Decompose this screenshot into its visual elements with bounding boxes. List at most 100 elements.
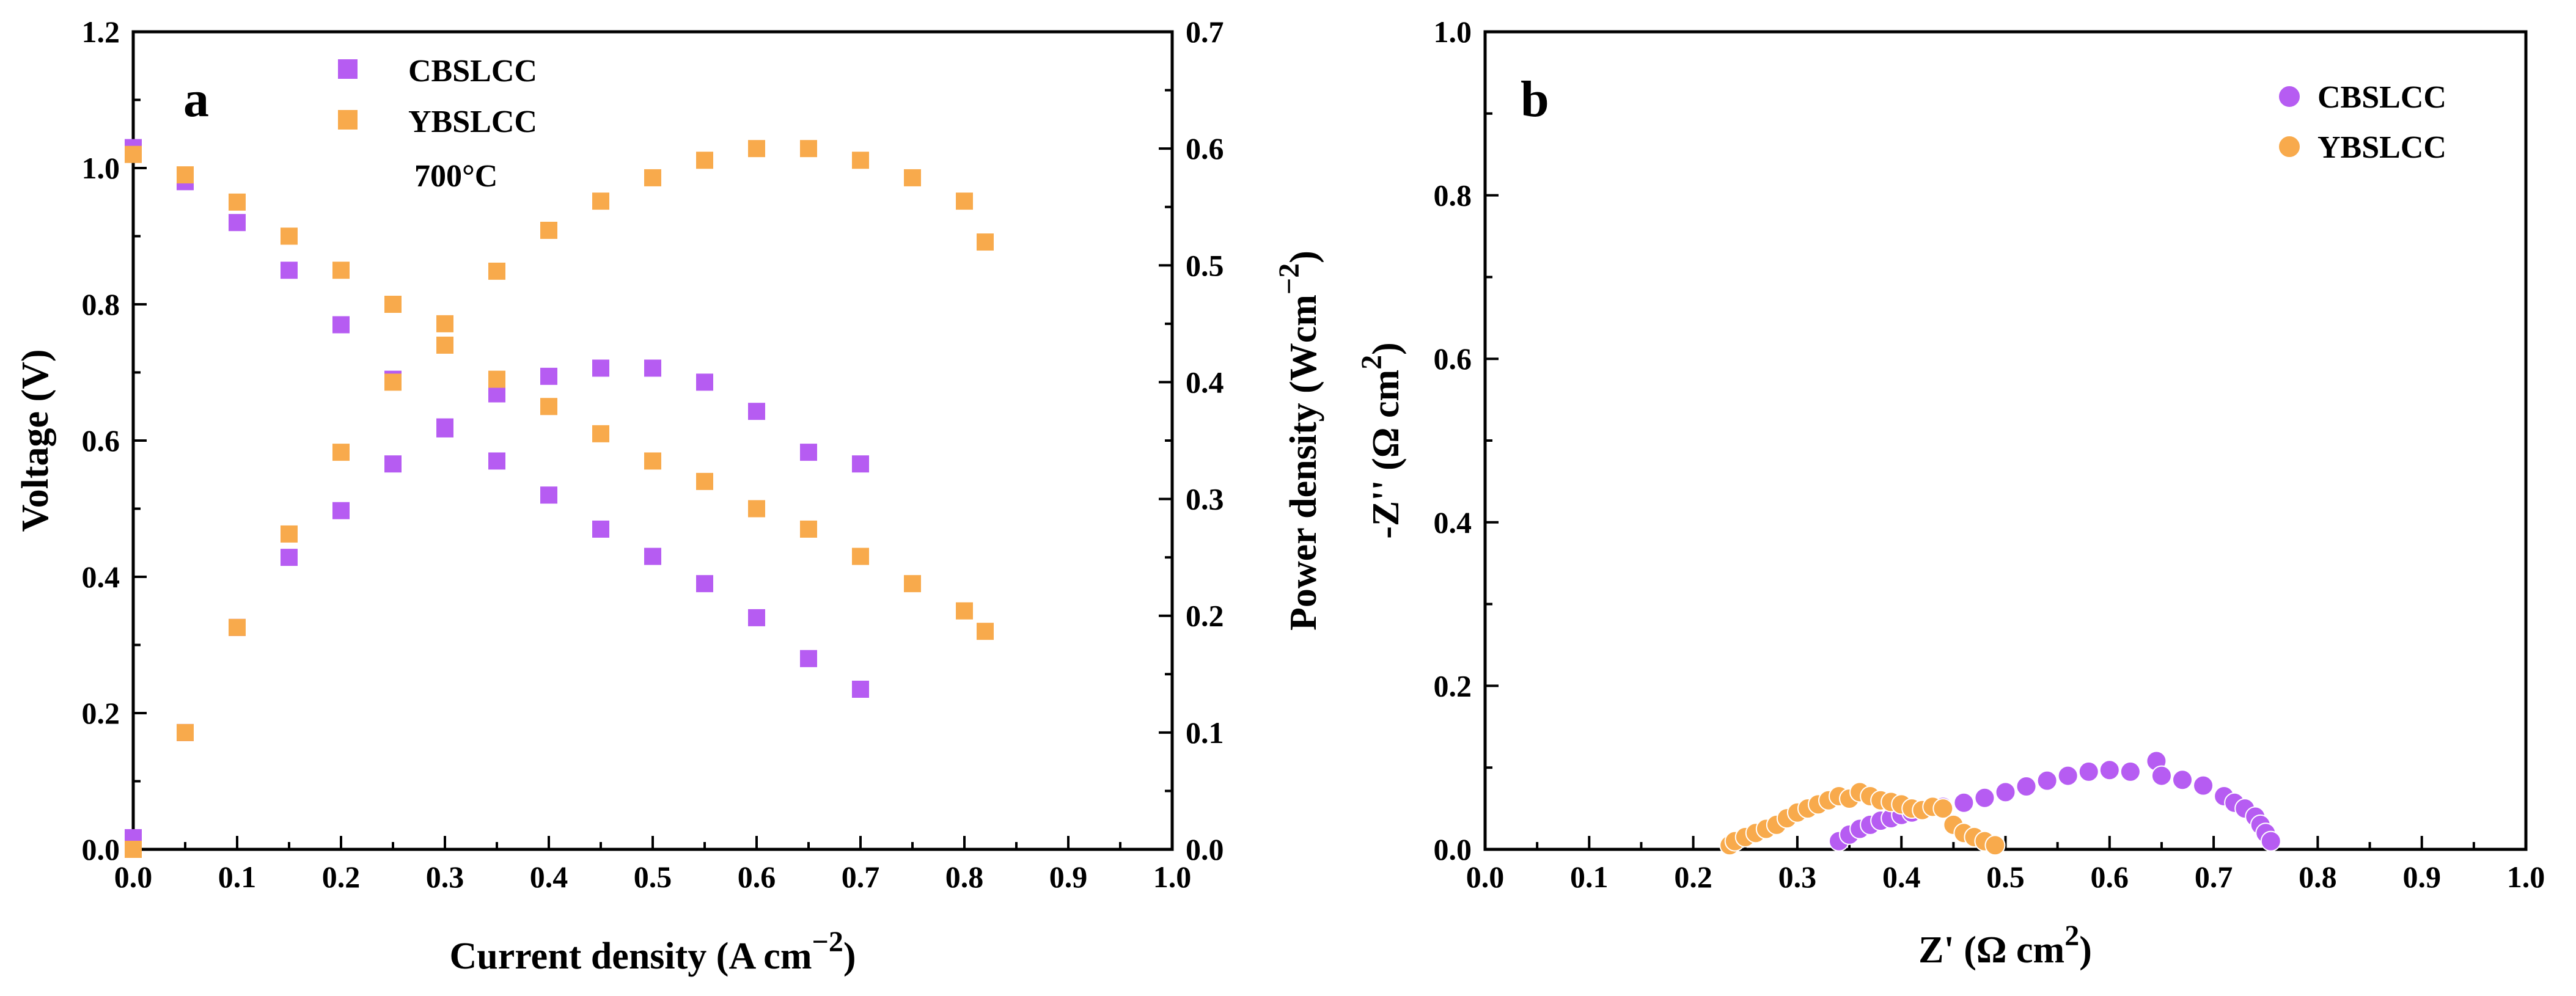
panel-a-y2-axis: 0.0 0.1 0.2 0.3 0.4 0.5 0.6 0.7 (1159, 15, 1224, 866)
x-tick-label: 1.0 (1153, 860, 1192, 894)
data-point-ybslcc-voltage (977, 623, 994, 640)
data-point-cbslcc-power (644, 359, 661, 377)
x-tick-label: 0.1 (218, 860, 257, 894)
data-point-ybslcc-voltage (177, 166, 194, 184)
data-point-ybslcc-voltage (696, 472, 713, 490)
panel-b-x-axis: 0.0 0.1 0.2 0.3 0.4 0.5 0.6 0.7 0.8 0.9 1.0 (1466, 836, 2545, 894)
x-tick-label: 0.6 (738, 860, 776, 894)
y2-tick-label: 0.2 (1186, 599, 1224, 633)
panel-b-legend-label-ybslcc: YBSLCC (2317, 130, 2446, 165)
data-point-cbslcc-power (800, 444, 817, 461)
x-tick-label: 0.5 (634, 860, 672, 894)
y-tick-label: 0.6 (82, 423, 120, 458)
panel-b-data-marks (1719, 750, 2281, 856)
data-point-ybslcc-voltage (540, 398, 557, 416)
data-point-ybslcc-power (748, 140, 765, 158)
y2-tick-label: 0.3 (1186, 482, 1224, 516)
x-tick-label: 0.6 (2091, 860, 2129, 894)
data-point-cbslcc (2193, 775, 2214, 796)
panel-a-data-marks (125, 139, 994, 858)
x-tick-label: 0.5 (1986, 860, 2025, 894)
x-tick-label: 0.8 (2299, 860, 2337, 894)
panel-a-legend-label-ybslcc: YBSLCC (408, 104, 537, 139)
x-tick-label: 0.7 (2195, 860, 2233, 894)
data-point-ybslcc-voltage (281, 227, 298, 245)
panel-a-legend-marker-ybslcc (338, 110, 358, 130)
data-point-ybslcc-power (977, 233, 994, 251)
x-tick-label: 0.2 (1674, 860, 1712, 894)
panel-b-y-axis: 0.0 0.2 0.4 0.6 0.8 1.0 (1434, 15, 1499, 866)
data-point-cbslcc-voltage (696, 575, 713, 593)
data-point-ybslcc-voltage (956, 602, 973, 620)
data-point-ybslcc-power (540, 221, 557, 239)
data-point-cbslcc-power (852, 455, 869, 473)
data-point-cbslcc-voltage (488, 452, 505, 470)
data-point-cbslcc-voltage (281, 262, 298, 279)
data-point-cbslcc (1995, 782, 2016, 803)
panel-a-y-axis: 0.0 0.2 0.4 0.6 0.8 1.0 1.2 (82, 15, 147, 866)
data-point-cbslcc (1953, 792, 1975, 813)
data-point-ybslcc-voltage (384, 296, 402, 313)
panel-b-y-axis-title: -Z'' (Ω cm2) (1356, 342, 1407, 539)
data-point-ybslcc-power (177, 723, 194, 741)
y2-tick-label: 0.4 (1186, 365, 1224, 399)
data-point-ybslcc-power (384, 373, 402, 391)
data-point-ybslcc-voltage (852, 547, 869, 565)
panel-a-label: a (183, 71, 209, 128)
y-tick-label: 0.4 (82, 560, 120, 594)
data-point-cbslcc-voltage (332, 316, 350, 334)
data-point-cbslcc-voltage (852, 680, 869, 698)
data-point-ybslcc-power (488, 262, 505, 280)
panel-b-x-axis-title: Z' (Ω cm2) (1918, 920, 2092, 971)
data-point-cbslcc-power (540, 367, 557, 385)
data-point-cbslcc-power (332, 502, 350, 519)
y2-tick-label: 0.0 (1186, 832, 1224, 866)
panel-a-legend-marker-cbslcc (338, 59, 358, 79)
panel-a-x-axis-title: Current density (A cm−2) (450, 926, 856, 977)
x-tick-label: 0.0 (1466, 860, 1505, 894)
data-point-cbslcc-voltage (540, 486, 557, 504)
x-tick-label: 0.0 (114, 860, 153, 894)
data-point-ybslcc-power (852, 152, 869, 169)
data-point-ybslcc-power (229, 618, 246, 636)
data-point-cbslcc-voltage (644, 547, 661, 565)
y-tick-label: 0.0 (1434, 832, 1472, 866)
y-tick-label: 0.2 (82, 696, 120, 730)
panel-a-chart: 0.0 0.1 0.2 0.3 0.4 0.5 0.6 0.7 0.8 0.9 1.0 0.0 0.2… (15, 15, 1324, 977)
data-point-cbslcc-power (488, 385, 505, 403)
y2-tick-label: 0.5 (1186, 248, 1224, 282)
panel-a-y2-axis-title: Power density (Wcm−2) (1273, 251, 1324, 631)
panel-a-plot-frame (131, 30, 1174, 851)
data-point-ybslcc-voltage (488, 370, 505, 388)
panel-b-legend: CBSLCC YBSLCC (2278, 80, 2446, 165)
y-tick-label: 0.8 (82, 287, 120, 321)
data-point-cbslcc (2151, 765, 2172, 786)
data-point-ybslcc-power (332, 444, 350, 461)
data-point-ybslcc-power (436, 315, 453, 332)
x-tick-label: 0.4 (1882, 860, 1921, 894)
x-tick-label: 0.9 (2402, 860, 2441, 894)
data-point-ybslcc-voltage (800, 520, 817, 538)
data-point-cbslcc (2078, 761, 2099, 782)
data-point-cbslcc (2172, 769, 2193, 791)
data-point-ybslcc-voltage (436, 336, 453, 354)
x-tick-label: 0.2 (322, 860, 361, 894)
panel-a-legend: CBSLCC YBSLCC 700°C (338, 54, 537, 194)
data-point-cbslcc-power (592, 359, 609, 377)
data-point-ybslcc (1984, 835, 2006, 856)
x-tick-label: 0.3 (426, 860, 464, 894)
data-point-ybslcc-power (904, 169, 921, 186)
y2-tick-label: 0.7 (1186, 15, 1224, 49)
data-point-cbslcc-power (384, 455, 402, 473)
y-tick-label: 1.2 (82, 15, 120, 49)
data-point-cbslcc (1974, 787, 1995, 808)
data-point-ybslcc-voltage (748, 500, 765, 518)
panel-b-chart: 0.0 0.1 0.2 0.3 0.4 0.5 0.6 0.7 0.8 0.9 1.0 0.0 0.2… (1356, 15, 2545, 971)
y2-tick-label: 0.1 (1186, 716, 1224, 750)
data-point-cbslcc-voltage (800, 650, 817, 667)
y-tick-label: 0.8 (1434, 178, 1472, 213)
data-point-ybslcc-voltage (229, 193, 246, 211)
data-point-ybslcc-voltage (644, 452, 661, 470)
x-tick-label: 0.7 (842, 860, 880, 894)
